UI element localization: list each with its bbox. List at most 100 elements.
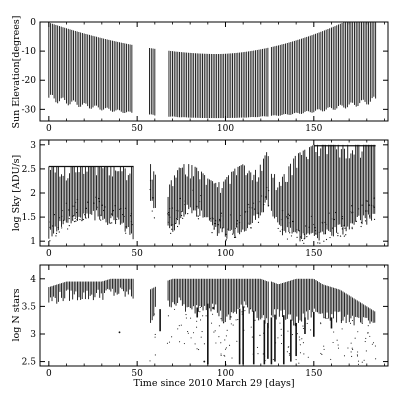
data-point	[365, 337, 367, 339]
data-point	[190, 337, 192, 339]
data-point	[199, 311, 201, 313]
data-point	[234, 227, 236, 230]
data-point	[247, 203, 249, 206]
data-point	[197, 215, 199, 217]
data-point	[332, 341, 334, 344]
data-point	[200, 194, 202, 197]
data-point	[251, 207, 253, 209]
data-point	[130, 220, 133, 223]
data-point	[287, 346, 289, 348]
x-tick-label: 150	[305, 124, 322, 134]
data-point	[167, 213, 169, 215]
data-point	[301, 338, 303, 340]
night-segment	[270, 22, 377, 116]
data-point	[149, 360, 151, 362]
data-point	[277, 227, 279, 230]
x-tick-label: 0	[46, 369, 52, 379]
data-point	[246, 211, 249, 213]
data-point	[357, 363, 360, 365]
data-point	[199, 306, 201, 308]
data-point	[221, 227, 224, 229]
data-point	[214, 222, 216, 225]
data-point	[283, 341, 285, 343]
data-point	[314, 227, 316, 229]
data-point	[331, 218, 333, 220]
data-point	[341, 328, 343, 330]
data-point	[307, 356, 309, 358]
data-point	[62, 209, 64, 212]
data-point	[185, 314, 187, 316]
data-point	[93, 202, 95, 204]
data-point	[371, 343, 373, 345]
data-point	[295, 348, 297, 350]
data-point	[232, 233, 234, 235]
data-point	[234, 236, 237, 238]
data-point	[177, 328, 179, 330]
data-point	[302, 325, 304, 327]
data-point	[215, 342, 217, 344]
data-point	[263, 332, 265, 334]
data-point	[124, 207, 127, 209]
data-point	[288, 354, 291, 356]
n-stars-panel: 0 50 100 150 2.5 3 3.5 4 log N stars Time since…	[11, 264, 389, 389]
data-point	[356, 354, 358, 356]
data-point	[298, 362, 300, 364]
data-point	[350, 342, 352, 344]
data-point	[109, 222, 111, 224]
data-point	[236, 220, 239, 222]
data-point	[178, 325, 180, 327]
data-point	[254, 319, 256, 321]
data-point	[337, 344, 339, 346]
data-point	[267, 205, 270, 207]
data-point	[286, 238, 289, 240]
y-tick-label: 2.5	[22, 165, 37, 175]
data-point	[361, 204, 363, 206]
data-point	[82, 218, 84, 221]
y-tick-label: 3	[30, 141, 36, 151]
sky-brightness-panel: 0 50 100 150 1 1.5 2 2.5 3 log Sky [ADU/s]	[11, 139, 389, 259]
data-point	[343, 224, 345, 227]
data-point	[112, 210, 114, 212]
data-point	[200, 336, 202, 338]
data-point	[314, 230, 317, 232]
night-segment	[48, 22, 133, 113]
data-point	[333, 218, 335, 221]
data-point	[299, 344, 301, 346]
data-point	[324, 221, 326, 223]
data-point	[62, 219, 65, 221]
y-axis-label: Sun Elevation[degrees]	[11, 16, 22, 129]
data-point	[368, 204, 370, 206]
data-point	[336, 339, 338, 341]
data-point	[224, 355, 226, 357]
data-point	[357, 360, 360, 362]
data-point	[199, 200, 201, 203]
data-point	[116, 218, 118, 220]
data-point	[290, 235, 293, 237]
data-point	[275, 342, 277, 344]
data-point	[364, 220, 367, 222]
data-point	[55, 235, 57, 237]
data-point	[205, 315, 207, 317]
data-point	[239, 348, 241, 350]
data-point	[212, 313, 214, 315]
data-point	[360, 225, 362, 228]
data-point	[183, 343, 185, 345]
data-point	[329, 236, 331, 239]
data-point	[85, 207, 87, 209]
series-n-stars	[48, 278, 377, 365]
data-point	[287, 217, 289, 219]
data-point	[68, 225, 70, 227]
data-point	[266, 186, 268, 189]
data-point	[53, 214, 56, 216]
data-point	[296, 236, 298, 238]
data-point	[98, 197, 100, 200]
data-point	[197, 218, 200, 220]
data-point	[352, 211, 354, 213]
data-point	[191, 189, 193, 191]
data-point	[259, 334, 261, 336]
data-point	[179, 341, 181, 343]
data-point	[187, 332, 189, 334]
data-point	[218, 336, 220, 338]
data-point	[75, 211, 78, 214]
data-point	[235, 319, 237, 321]
